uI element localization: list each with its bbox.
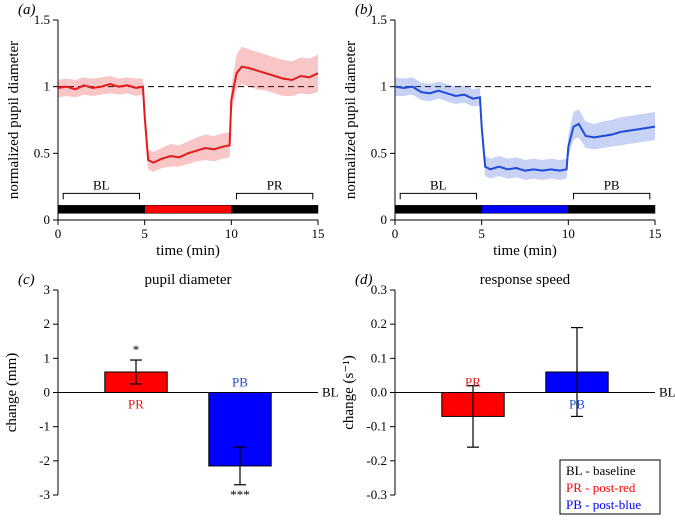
period-bar xyxy=(58,205,145,213)
y-tick-label: 3 xyxy=(44,282,51,297)
y-tick-label: -0.3 xyxy=(366,487,387,502)
baseline-label: BL xyxy=(659,385,675,400)
y-tick-label: 0 xyxy=(44,385,51,400)
panel-title: pupil diameter xyxy=(144,272,231,288)
y-tick-label: 1 xyxy=(44,350,51,365)
significance-marker: *** xyxy=(230,487,250,502)
x-tick-label: 5 xyxy=(478,226,485,241)
x-tick-label: 15 xyxy=(649,226,662,241)
period-label: BL xyxy=(93,177,110,192)
x-axis-label: time (min) xyxy=(493,243,557,259)
period-bar xyxy=(395,205,482,213)
figure-svg: (a)00.511.5051015time (min)normalized pu… xyxy=(0,0,675,526)
y-tick-label: 0.1 xyxy=(371,350,387,365)
period-label: PR xyxy=(267,177,283,192)
period-bracket xyxy=(574,193,650,199)
period-label: PB xyxy=(604,177,620,192)
x-tick-label: 10 xyxy=(562,226,575,241)
legend-item: PR - post-red xyxy=(566,480,636,495)
y-tick-label: 1 xyxy=(44,79,51,94)
y-tick-label: 1.5 xyxy=(34,12,50,27)
bar-label: PB xyxy=(232,375,248,390)
y-axis-label: normalized pupil diameter xyxy=(6,41,22,199)
panel-title: response speed xyxy=(480,272,571,288)
y-axis-label: change (s⁻¹) xyxy=(341,355,357,429)
period-bracket xyxy=(400,193,476,199)
y-tick-label: -2 xyxy=(39,453,50,468)
y-tick-label: 0 xyxy=(381,212,388,227)
x-tick-label: 0 xyxy=(55,226,62,241)
period-bar xyxy=(568,205,655,213)
x-axis-label: time (min) xyxy=(156,243,220,259)
legend-item: BL - baseline xyxy=(566,463,636,478)
y-tick-label: 1 xyxy=(381,79,388,94)
baseline-label: BL xyxy=(322,385,339,400)
period-bar xyxy=(231,205,318,213)
y-tick-label: 1.5 xyxy=(371,12,387,27)
y-tick-label: 2 xyxy=(44,316,51,331)
panel-label: (c) xyxy=(18,272,35,288)
y-tick-label: 0.5 xyxy=(371,145,387,160)
y-tick-label: -0.1 xyxy=(366,419,387,434)
y-tick-label: 0.5 xyxy=(34,145,50,160)
y-tick-label: 0.0 xyxy=(371,385,387,400)
period-bracket xyxy=(237,193,313,199)
period-bar xyxy=(482,205,569,213)
period-bracket xyxy=(63,193,139,199)
x-tick-label: 15 xyxy=(312,226,325,241)
y-tick-label: 0.3 xyxy=(371,282,387,297)
x-tick-label: 0 xyxy=(392,226,399,241)
legend: BL - baseline PR - post-red PB - post-blue xyxy=(560,460,660,514)
period-label: BL xyxy=(430,177,447,192)
y-tick-label: -0.2 xyxy=(366,453,387,468)
y-tick-label: 0.2 xyxy=(371,316,387,331)
significance-marker: * xyxy=(133,342,140,357)
figure-container: (a)00.511.5051015time (min)normalized pu… xyxy=(0,0,675,526)
y-axis-label: change (mm) xyxy=(4,353,20,433)
y-tick-label: -3 xyxy=(39,487,50,502)
x-tick-label: 10 xyxy=(225,226,238,241)
bar-label: PB xyxy=(569,397,585,412)
y-axis-label: normalized pupil diameter xyxy=(343,41,359,199)
bar-label: PR xyxy=(465,375,481,390)
y-tick-label: 0 xyxy=(44,212,51,227)
x-tick-label: 5 xyxy=(141,226,148,241)
period-bar xyxy=(145,205,232,213)
bar-label: PR xyxy=(128,397,144,412)
y-tick-label: -1 xyxy=(39,419,50,434)
legend-item: PB - post-blue xyxy=(566,497,641,512)
